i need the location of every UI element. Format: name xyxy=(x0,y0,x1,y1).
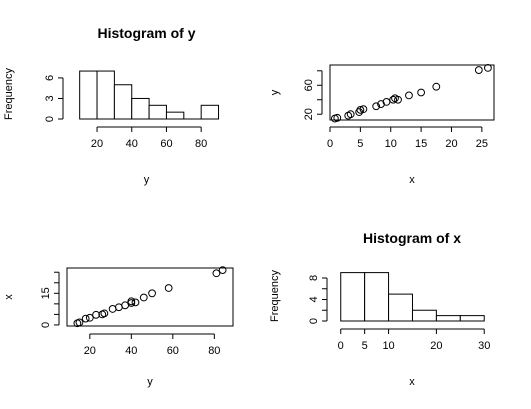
y-tick-label: 0 xyxy=(44,116,56,122)
x-axis-label: y xyxy=(144,174,150,186)
scatter-point xyxy=(212,269,221,278)
scatter-point xyxy=(75,318,84,327)
histogram-bar xyxy=(435,315,461,322)
scatter-point xyxy=(164,284,173,292)
y-tick-label: 20 xyxy=(303,108,315,120)
scatter-point xyxy=(474,66,483,74)
x-tick-label: 40 xyxy=(126,138,138,150)
y-tick-label: 15 xyxy=(40,287,52,299)
scatter-point xyxy=(484,63,492,72)
x-tick-label: 30 xyxy=(478,340,490,352)
x-tick-label: 20 xyxy=(445,138,457,150)
scatter-point xyxy=(127,297,136,306)
histogram-bar xyxy=(200,104,220,120)
scatter-point xyxy=(356,105,365,114)
x-tick-label: 10 xyxy=(382,340,394,352)
y-tick-label: 3 xyxy=(44,95,56,101)
chart-title: Histogram of y xyxy=(97,25,195,41)
scatter-point xyxy=(81,314,90,323)
histogram-bar xyxy=(364,272,390,322)
scatter-point xyxy=(108,305,117,313)
chart-panel-p2: x y 0 5 10 15 20 25 20 60 xyxy=(269,63,495,186)
x-tick-label: 80 xyxy=(195,138,207,150)
scatter-point xyxy=(85,313,94,322)
scatter-point xyxy=(382,98,391,106)
y-tick-label: 0 xyxy=(308,318,320,324)
histogram-bar xyxy=(165,111,185,120)
x-axis-label: x xyxy=(409,174,415,186)
x-tick-label: 60 xyxy=(160,138,172,150)
histogram-bar xyxy=(411,309,437,322)
y-axis-label: Frequency xyxy=(3,68,15,120)
scatter-point xyxy=(389,95,398,104)
y-tick-label: 4 xyxy=(308,296,320,302)
scatter-point xyxy=(417,88,426,97)
scatter-point xyxy=(131,298,140,307)
histogram-bar xyxy=(79,70,98,120)
x-tick-label: 60 xyxy=(167,345,179,357)
x-tick-label: 0 xyxy=(338,340,344,352)
x-tick-label: 20 xyxy=(91,138,103,150)
scatter-point xyxy=(405,91,413,100)
x-tick-label: 80 xyxy=(208,345,220,357)
chart-panel-p3: y x 20 40 60 80 0 15 xyxy=(3,266,234,388)
y-axis-label: x xyxy=(3,294,15,300)
histogram-bar xyxy=(148,104,167,120)
x-tick-label: 40 xyxy=(125,345,137,357)
y-tick-label: 6 xyxy=(44,75,56,81)
scatter-point xyxy=(100,309,109,318)
scatter-point xyxy=(372,102,381,111)
x-tick-label: 15 xyxy=(415,138,427,150)
scatter-point xyxy=(346,110,355,119)
scatter-point xyxy=(394,95,402,104)
chart-panel-p4: Histogram of x x Frequency 0 5 10 20 30 0 4 8 xyxy=(269,230,490,388)
x-axis-label: x xyxy=(409,376,415,388)
chart-panel-p1: Histogram of y y Frequency 20 40 60 80 0 3 6 xyxy=(3,25,220,186)
y-tick-label: 0 xyxy=(40,322,52,328)
y-axis-label: y xyxy=(269,89,281,95)
histogram-bar xyxy=(96,70,115,120)
x-tick-label: 20 xyxy=(430,340,442,352)
scatter-point xyxy=(139,293,148,302)
scatter-point xyxy=(432,82,441,91)
scatter-point xyxy=(333,113,342,122)
x-tick-label: 0 xyxy=(327,138,333,150)
x-axis-label: y xyxy=(147,376,153,388)
y-tick-label: 60 xyxy=(303,79,315,91)
histogram-bar xyxy=(340,272,366,322)
scatter-point xyxy=(359,105,368,114)
scatter-point xyxy=(218,266,227,275)
scatter-point xyxy=(92,310,100,319)
x-tick-label: 20 xyxy=(84,345,96,357)
scatter-point xyxy=(377,100,385,108)
y-axis-label: Frequency xyxy=(269,270,281,322)
plot-frame xyxy=(329,64,495,121)
x-tick-label: 10 xyxy=(385,138,397,150)
plot-frame xyxy=(66,267,234,327)
chart-title: Histogram of x xyxy=(363,230,461,246)
x-tick-label: 5 xyxy=(357,138,363,150)
y-tick-label: 8 xyxy=(308,275,320,281)
histogram-bar xyxy=(113,84,133,120)
x-tick-label: 5 xyxy=(362,340,368,352)
scatter-point xyxy=(148,289,156,298)
histogram-bar xyxy=(131,97,150,120)
histogram-bar xyxy=(459,315,485,322)
histogram-bar xyxy=(388,293,413,322)
x-tick-label: 25 xyxy=(476,138,488,150)
